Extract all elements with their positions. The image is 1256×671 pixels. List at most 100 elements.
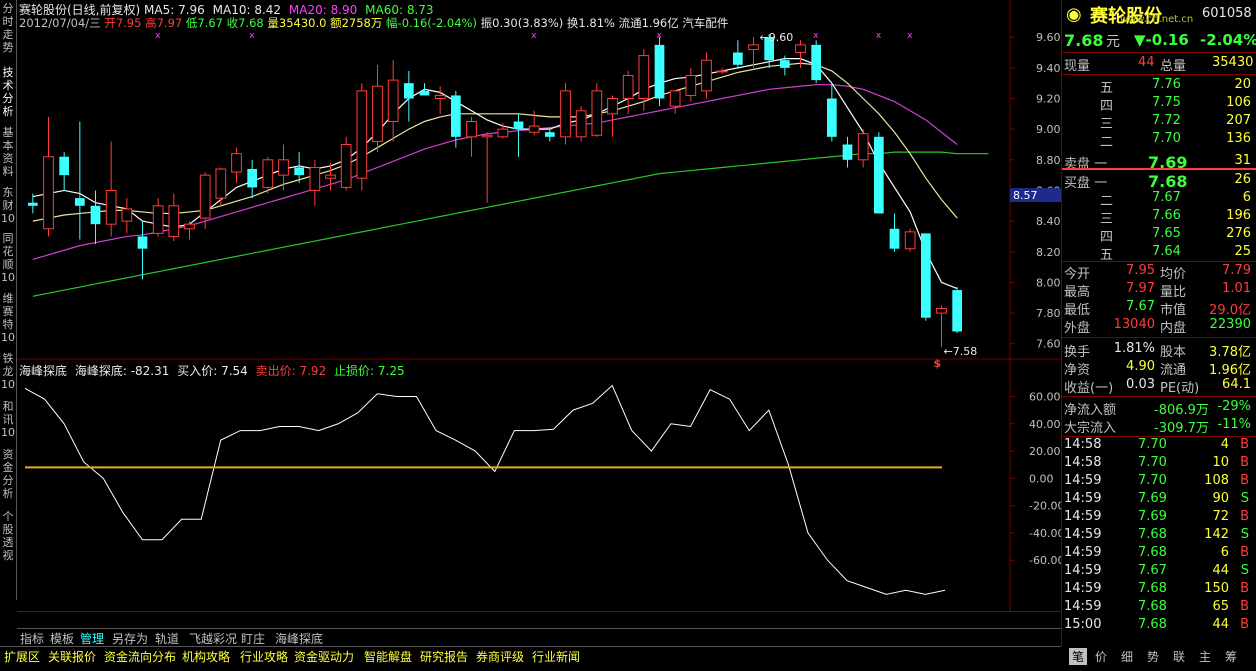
ask-volume: 31 <box>1234 153 1251 168</box>
flow-amount: -806.9万 <box>1154 403 1209 418</box>
indicator-tab-7[interactable]: 海峰探底 <box>275 632 324 646</box>
bottom-link-1[interactable]: 关联报价 <box>48 650 97 664</box>
indicator-tab-5[interactable]: 飞越彩况 <box>189 632 238 646</box>
candle-body <box>748 44 759 50</box>
candle-body <box>168 205 180 237</box>
candle-body <box>638 55 650 100</box>
bottom-link-7[interactable]: 研究报告 <box>420 650 469 664</box>
stat-label-2: 量比 <box>1160 285 1187 300</box>
bid-price: 7.65 <box>1152 226 1181 241</box>
stat-label-2: PE(动) <box>1160 381 1200 396</box>
left-tab-7[interactable]: 和讯10 <box>1 400 15 439</box>
tick-side: S <box>1240 563 1249 578</box>
bottom-link-8[interactable]: 券商评级 <box>476 650 525 664</box>
left-tab-8[interactable]: 资金分析 <box>2 448 14 500</box>
indicator-tab-4[interactable]: 轨道 <box>155 632 180 646</box>
ind-tick-label: -60.00 <box>1029 554 1061 567</box>
tick-row: 14:59 7.68 150 B <box>1062 581 1255 599</box>
tick-side: B <box>1240 599 1249 614</box>
flow-row-1: 大宗流入 -309.7万 -11% <box>1062 417 1255 436</box>
ind-tick-label: -20.00 <box>1029 500 1061 513</box>
tick-row: 14:59 7.68 142 S <box>1062 527 1255 545</box>
candle-body <box>231 153 242 173</box>
flow-row-0: 净流入额 -806.9万 -29% <box>1062 399 1255 418</box>
left-tab-0[interactable]: 分时走势 <box>2 2 14 54</box>
stat-value: 7.95 <box>1126 263 1155 278</box>
bottom-link-3[interactable]: 机构攻略 <box>182 650 231 664</box>
candle-body <box>497 128 509 138</box>
chart-info-line: 2012/07/04/三 开7.95 高7.97 低7.67 收7.68 量35… <box>19 15 728 31</box>
kline-chart-area[interactable]: 9.609.409.209.008.808.608.408.208.007.80… <box>17 0 1064 627</box>
tick-row: 14:59 7.70 108 B <box>1062 473 1255 491</box>
left-tab-4[interactable]: 同花顺10 <box>1 232 15 284</box>
price-tick-label: 7.60 <box>1036 338 1061 351</box>
quote-tab-5[interactable]: 主 <box>1199 650 1212 664</box>
bottom-link-2[interactable]: 资金流向分布 <box>104 650 177 664</box>
ask-volume: 207 <box>1226 113 1251 128</box>
tick-side: S <box>1240 527 1249 542</box>
stat-value-2: 1.01 <box>1222 281 1251 296</box>
left-tab-3[interactable]: 东财10 <box>1 186 15 225</box>
candle-body <box>278 159 289 176</box>
now-volume-label: 现量 <box>1064 59 1091 74</box>
left-tab-1[interactable]: 技术分析 <box>2 66 14 118</box>
indicator-tab-0[interactable]: 指标 <box>20 632 45 646</box>
info-date: 2012/07/04/三 <box>19 16 101 30</box>
bottom-link-6[interactable]: 智能解盘 <box>364 650 413 664</box>
tick-volume: 6 <box>1220 545 1229 560</box>
signal-marker: x <box>813 31 819 41</box>
tick-row: 14:59 7.69 72 B <box>1062 509 1255 527</box>
stat-label: 今开 <box>1064 267 1091 282</box>
quote-tab-1[interactable]: 价 <box>1095 650 1108 664</box>
tick-price: 7.68 <box>1138 617 1167 632</box>
price-tick-label: 9.20 <box>1036 93 1061 106</box>
chart-stock-title: 赛轮股份(日线,前复权) <box>19 3 141 17</box>
indicator-tab-1[interactable]: 模板 <box>50 632 75 646</box>
quote-tab-0[interactable]: 笔 <box>1069 648 1088 665</box>
candle-body <box>528 125 540 133</box>
left-tab-9[interactable]: 个股透视 <box>2 510 14 562</box>
tick-side: B <box>1240 545 1249 560</box>
candle-body <box>387 79 399 122</box>
quote-logo-icon: ◉ <box>1066 4 1082 25</box>
quote-tab-3[interactable]: 势 <box>1147 650 1160 664</box>
indicator-tab-6[interactable]: 盯庄 <box>241 632 266 646</box>
tick-time: 14:59 <box>1064 599 1102 614</box>
stat-label: 最低 <box>1064 303 1091 318</box>
ask-price: 7.69 <box>1148 153 1188 172</box>
indicator-buy: 买入价: 7.54 <box>177 364 248 378</box>
indicator-tab-2[interactable]: 管理 <box>80 632 105 646</box>
quote-tab-2[interactable]: 细 <box>1121 650 1134 664</box>
bottom-link-9[interactable]: 行业新闻 <box>532 650 581 664</box>
stat-row-3: 外盘 13040 内盘 22390 <box>1062 317 1255 336</box>
tick-row: 14:59 7.68 6 B <box>1062 545 1255 563</box>
candle-body <box>372 85 383 142</box>
bottom-link-0[interactable]: 扩展区 <box>4 650 41 664</box>
sep <box>1062 52 1256 53</box>
stat-label: 换手 <box>1064 345 1091 360</box>
bottom-link-5[interactable]: 资金驱动力 <box>294 650 355 664</box>
candle-body <box>889 228 900 249</box>
stat-value-2: 7.79 <box>1222 263 1251 278</box>
ask-level-label: 三 <box>1100 117 1114 132</box>
tick-time: 14:59 <box>1064 527 1102 542</box>
sep <box>1062 436 1256 437</box>
ask-level-label: 二 <box>1100 135 1114 150</box>
ma60-line <box>32 151 989 297</box>
left-tab-6[interactable]: 铁龙10 <box>1 352 15 391</box>
ind-tick-label: 0.00 <box>1029 472 1054 485</box>
ma20-label: MA20: 8.90 <box>288 3 358 17</box>
ask-price: 7.76 <box>1152 77 1181 92</box>
quote-tab-4[interactable]: 联 <box>1173 650 1186 664</box>
candle-body <box>701 59 712 92</box>
indicator-tab-3[interactable]: 另存为 <box>112 632 149 646</box>
left-tab-2[interactable]: 基本资料 <box>2 126 14 178</box>
indicator-name[interactable]: 海峰探底 <box>19 364 68 378</box>
crosshair-price: 8.57 <box>1013 189 1038 202</box>
quote-tab-6[interactable]: 筹 <box>1225 650 1238 664</box>
signal-marker: x <box>876 31 882 41</box>
buy-sell-divider <box>1062 168 1256 170</box>
left-tab-5[interactable]: 维赛特10 <box>1 292 15 344</box>
kline-chart[interactable]: 9.609.409.209.008.808.608.408.208.007.80… <box>17 0 1064 627</box>
bottom-link-4[interactable]: 行业攻略 <box>240 650 289 664</box>
